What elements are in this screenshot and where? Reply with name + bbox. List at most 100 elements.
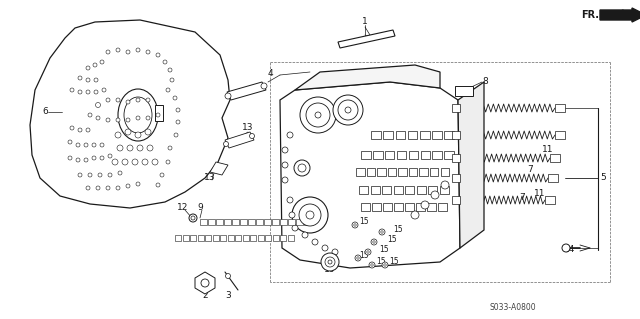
Circle shape	[369, 262, 375, 268]
Circle shape	[132, 159, 138, 165]
Bar	[397, 151, 406, 159]
Bar	[444, 151, 454, 159]
Circle shape	[332, 249, 338, 255]
Bar	[280, 219, 287, 225]
Bar	[235, 235, 241, 241]
Text: FR.: FR.	[581, 10, 599, 20]
Circle shape	[250, 133, 255, 138]
Circle shape	[76, 158, 80, 162]
Bar	[250, 235, 256, 241]
Bar	[367, 168, 375, 176]
Bar	[417, 186, 426, 194]
Bar	[432, 131, 442, 139]
Circle shape	[100, 156, 104, 160]
Polygon shape	[280, 82, 460, 268]
Ellipse shape	[118, 89, 158, 141]
Circle shape	[145, 129, 151, 135]
Bar	[385, 151, 394, 159]
Bar	[420, 131, 429, 139]
Circle shape	[292, 225, 298, 231]
Circle shape	[306, 211, 314, 219]
Circle shape	[108, 154, 112, 158]
Circle shape	[166, 88, 170, 92]
Circle shape	[135, 132, 141, 138]
Bar	[452, 174, 460, 182]
Circle shape	[365, 249, 371, 255]
Circle shape	[136, 98, 140, 102]
Circle shape	[173, 96, 177, 100]
Circle shape	[106, 98, 110, 102]
Bar	[272, 219, 278, 225]
Bar	[452, 104, 460, 112]
Bar	[371, 131, 381, 139]
Circle shape	[191, 216, 195, 220]
Circle shape	[294, 160, 310, 176]
Circle shape	[166, 160, 170, 164]
Circle shape	[106, 50, 110, 54]
Bar	[212, 235, 218, 241]
Text: 15: 15	[359, 250, 369, 259]
Text: 15: 15	[387, 234, 397, 243]
Circle shape	[321, 253, 339, 271]
Bar	[394, 203, 403, 211]
Text: 15: 15	[376, 257, 386, 266]
Text: 9: 9	[197, 204, 203, 212]
Circle shape	[117, 145, 123, 151]
Text: 7: 7	[527, 166, 533, 174]
Circle shape	[354, 224, 356, 226]
Circle shape	[88, 173, 92, 177]
Circle shape	[282, 177, 288, 183]
Bar	[548, 174, 558, 182]
Circle shape	[125, 129, 131, 135]
Text: 15: 15	[359, 218, 369, 226]
Bar	[361, 203, 370, 211]
Text: S033-A0800: S033-A0800	[490, 303, 536, 313]
Circle shape	[289, 212, 295, 218]
Circle shape	[384, 264, 386, 266]
Bar	[419, 168, 428, 176]
Circle shape	[371, 264, 373, 266]
Bar	[377, 168, 386, 176]
Bar	[248, 219, 255, 225]
Bar	[224, 219, 230, 225]
Circle shape	[112, 159, 118, 165]
Circle shape	[156, 183, 160, 187]
Polygon shape	[195, 272, 215, 294]
Bar	[438, 203, 447, 211]
Bar	[383, 131, 393, 139]
Bar	[372, 203, 381, 211]
Circle shape	[322, 245, 328, 251]
Bar	[433, 151, 442, 159]
Circle shape	[225, 93, 231, 99]
Bar	[430, 168, 438, 176]
Circle shape	[96, 186, 100, 190]
Polygon shape	[30, 20, 230, 208]
Circle shape	[421, 201, 429, 209]
Text: 4: 4	[267, 70, 273, 78]
Bar	[200, 219, 207, 225]
Bar	[408, 131, 417, 139]
Bar	[409, 168, 417, 176]
Bar	[405, 203, 414, 211]
Circle shape	[70, 88, 74, 92]
Circle shape	[118, 171, 122, 175]
Bar	[240, 219, 246, 225]
Circle shape	[170, 78, 174, 82]
Circle shape	[127, 145, 133, 151]
Bar	[175, 235, 181, 241]
Circle shape	[147, 145, 153, 151]
Circle shape	[102, 88, 106, 92]
Circle shape	[315, 112, 321, 118]
Circle shape	[189, 214, 197, 222]
Circle shape	[287, 132, 293, 138]
Circle shape	[168, 68, 172, 72]
Bar	[373, 151, 383, 159]
Bar	[545, 196, 555, 204]
Circle shape	[86, 90, 90, 94]
Circle shape	[86, 128, 90, 132]
Text: 15: 15	[389, 257, 399, 266]
Text: 1: 1	[362, 18, 368, 26]
Circle shape	[411, 211, 419, 219]
Circle shape	[108, 173, 112, 177]
Circle shape	[367, 251, 369, 253]
